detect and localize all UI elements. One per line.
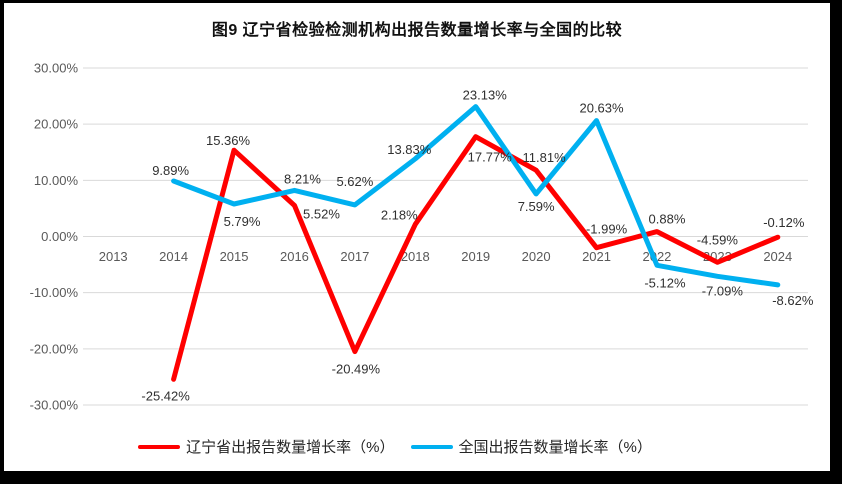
data-label-national-2018: 13.83% [387,142,432,157]
series-line-national [171,104,781,288]
x-axis-label-2019: 2019 [461,249,490,264]
x-axis-label-2013: 2013 [99,249,128,264]
data-label-national-2023: -7.09% [702,283,744,298]
x-axis-label-2014: 2014 [159,249,188,264]
data-label-national-2017: 5.62% [336,174,373,189]
chart-title: 图9 辽宁省检验检测机构出报告数量增长率与全国的比较 [211,22,623,39]
legend-item-national: 全国出报告数量增长率（%） [410,436,652,457]
data-label-liaoning-2024: -0.12% [763,215,805,230]
legend-swatch-national-icon [410,444,453,449]
y-axis-tick-label: -30.00% [30,398,79,413]
x-axis-label-2020: 2020 [522,249,551,264]
series-line-liaoning [171,134,781,382]
x-axis-label-2021: 2021 [582,249,611,264]
data-label-liaoning-2016: 5.52% [303,206,340,221]
data-label-liaoning-2022: 0.88% [649,212,686,227]
data-label-liaoning-2014: -25.42% [141,388,190,403]
plot-area: 30.00% 20.00% 10.00% 0.00% -10.00% -20.00% -30… [30,61,814,413]
legend-label-liaoning: 辽宁省出报告数量增长率（%） [186,439,395,456]
x-axis-label-2017: 2017 [340,249,369,264]
y-axis-tick-label: -20.00% [30,341,79,356]
data-label-national-2020: 7.59% [518,199,555,214]
data-label-national-2021: 20.63% [579,101,624,116]
data-label-national-2016: 8.21% [284,171,321,186]
y-axis-tick-label: 10.00% [34,173,79,188]
data-label-national-2024: -8.62% [772,293,814,308]
data-label-liaoning-2017: -20.49% [332,362,381,377]
data-label-national-2014: 9.89% [152,163,189,178]
x-axis-label-2015: 2015 [220,249,249,264]
data-label-liaoning-2018: 2.18% [381,207,418,222]
chart-legend: 辽宁省出报告数量增长率（%） 全国出报告数量增长率（%） [0,436,808,457]
x-axis-label-2018: 2018 [401,249,430,264]
chart-canvas: 图9 辽宁省检验检测机构出报告数量增长率与全国的比较 30.00% 20.00% 1… [4,3,830,471]
y-axis-tick-label: -10.00% [30,285,79,300]
data-label-liaoning-2023: -4.59% [697,232,739,247]
data-label-national-2015: 5.79% [224,214,261,229]
data-label-liaoning-2015: 15.36% [206,133,251,148]
legend-item-liaoning: 辽宁省出报告数量增长率（%） [138,436,395,457]
data-label-liaoning-2019: 17.77% [468,150,513,165]
data-label-national-2019: 23.13% [463,88,508,103]
y-axis-tick-label: 30.00% [34,61,79,76]
data-label-national-2022: -5.12% [644,275,686,290]
data-label-liaoning-2020: 11.81% [523,150,567,165]
x-axis-label-2016: 2016 [280,249,309,264]
y-axis-tick-label: 20.00% [34,117,79,132]
legend-label-national: 全国出报告数量增长率（%） [458,439,652,456]
y-axis-tick-label: 0.00% [41,229,78,244]
x-axis-label-2024: 2024 [763,249,792,264]
data-label-liaoning-2021: -1.99% [586,222,628,237]
legend-swatch-liaoning-icon [138,444,181,449]
